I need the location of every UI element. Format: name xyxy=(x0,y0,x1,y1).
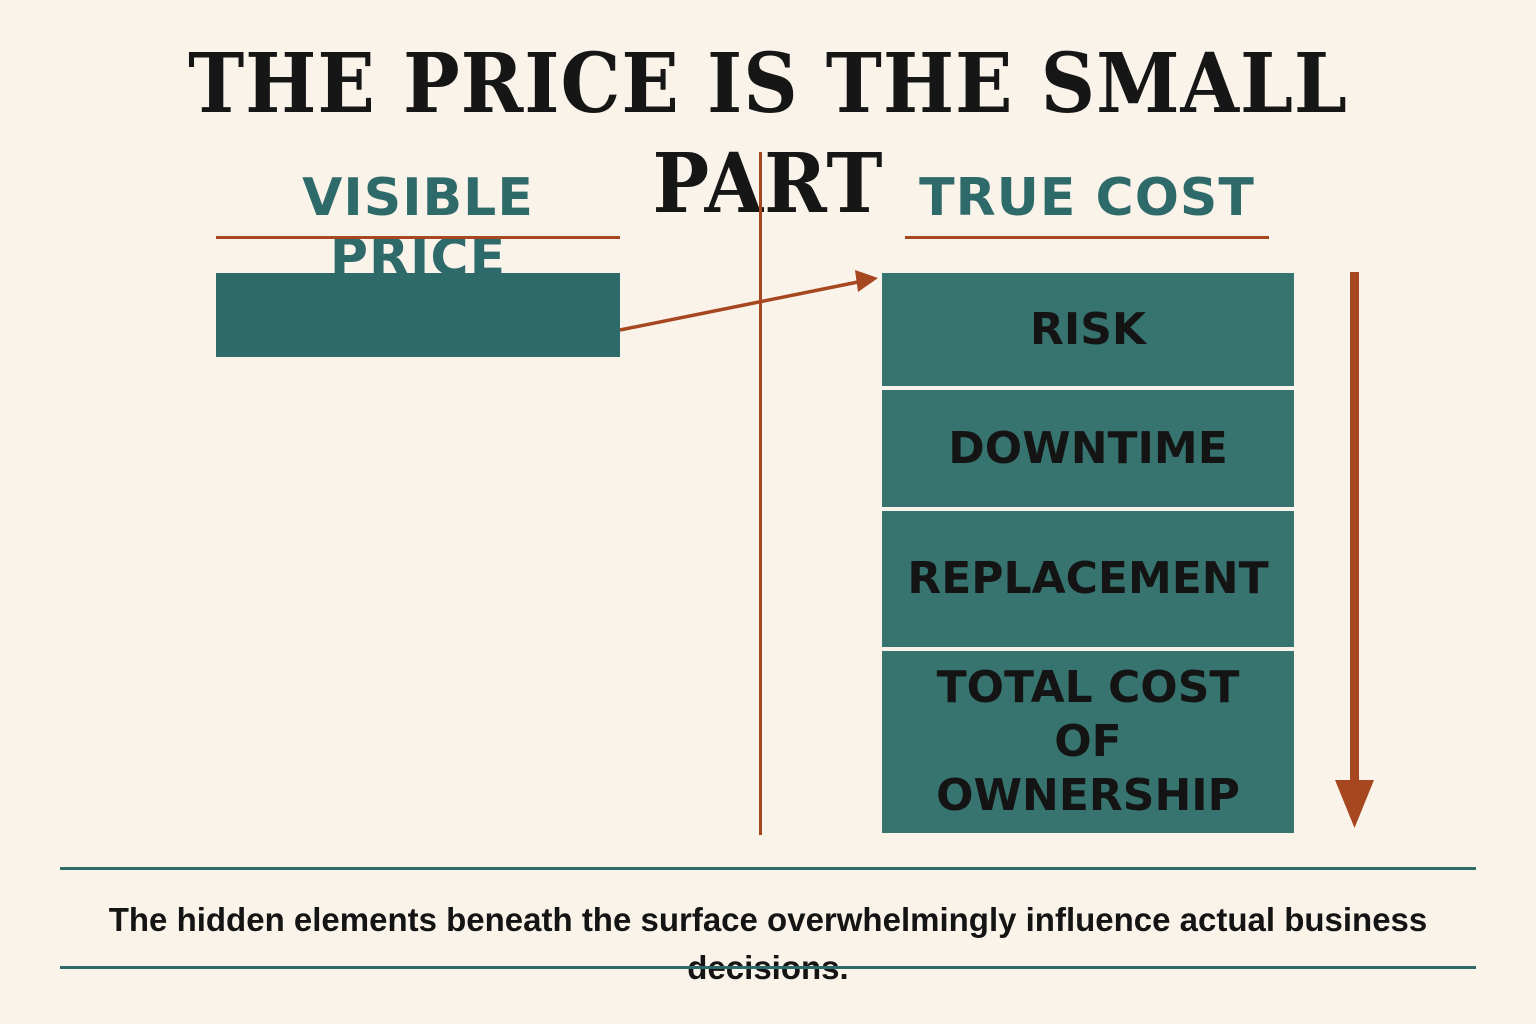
footer-rule-bottom xyxy=(60,966,1476,969)
footer-rule-top xyxy=(60,867,1476,870)
visible-price-underline xyxy=(216,236,620,239)
price-to-cost-arrowhead xyxy=(855,270,878,292)
title: THE PRICE IS THE SMALL PART xyxy=(188,36,1348,232)
cost-block-replacement: REPLACEMENT xyxy=(882,511,1294,647)
column-divider xyxy=(759,152,762,835)
cost-block-total-cost-of-ownership: TOTAL COST OF OWNERSHIP xyxy=(882,651,1294,833)
visible-price-bar xyxy=(216,273,620,357)
true-cost-heading: TRUE COST xyxy=(919,168,1255,228)
price-to-cost-arrow-line xyxy=(619,280,859,332)
true-cost-underline xyxy=(905,236,1269,239)
depth-arrowhead xyxy=(1335,780,1374,828)
cost-block-risk: RISK xyxy=(882,273,1294,386)
cost-block-downtime: DOWNTIME xyxy=(882,390,1294,507)
visible-price-heading: VISIBLE PRICE xyxy=(302,168,534,288)
depth-arrow-shaft xyxy=(1350,272,1359,788)
caption: The hidden elements beneath the surface … xyxy=(108,901,1428,986)
